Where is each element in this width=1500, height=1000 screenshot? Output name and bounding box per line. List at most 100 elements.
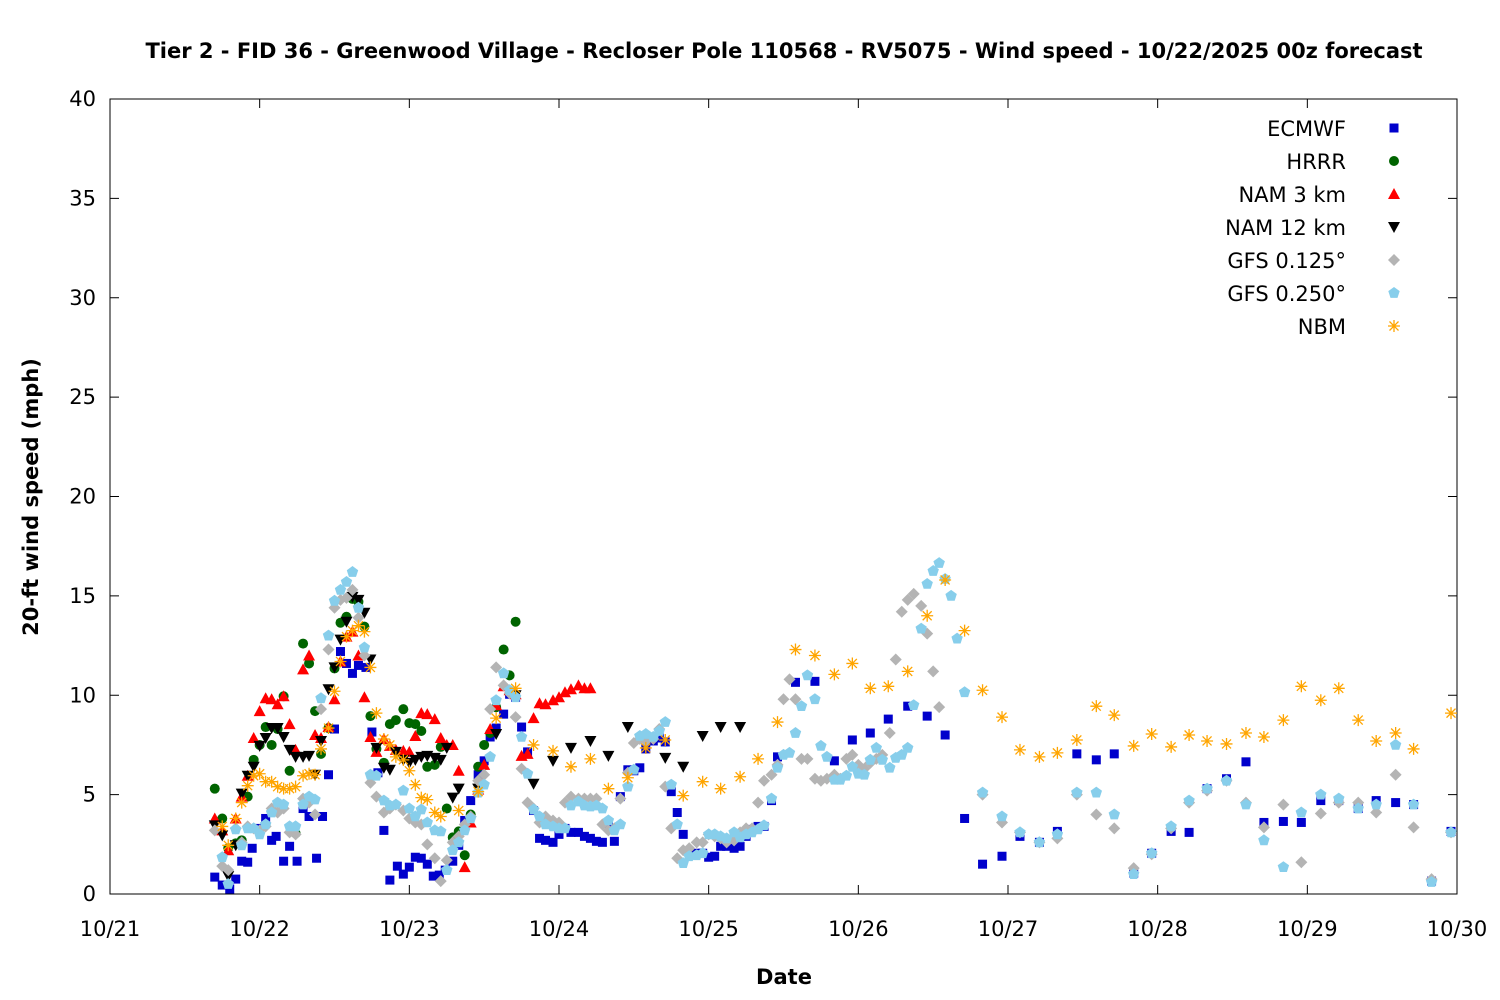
data-point-gfs-0-250 [771, 761, 784, 773]
data-point-hrrr [498, 644, 509, 655]
data-point-nam-12-km [696, 730, 709, 742]
y-tick-label: 0 [83, 882, 96, 906]
data-point-gfs-0-250 [328, 594, 341, 606]
x-tick-label: 10/22 [229, 917, 290, 941]
data-point-gfs-0-125 [484, 703, 497, 716]
data-point-gfs-0-250 [1240, 798, 1252, 810]
data-point-nbm [1314, 694, 1327, 707]
data-point-nbm [358, 625, 371, 638]
data-point-gfs-0-250 [346, 566, 359, 577]
data-point-nbm [752, 752, 765, 765]
data-point-nbm [1127, 739, 1140, 752]
data-point-gfs-0-250 [908, 699, 920, 710]
data-point-nbm [241, 779, 254, 792]
data-point-nam-12-km [452, 783, 465, 795]
data-point-nam-12-km [446, 792, 459, 804]
legend-label-nam-12-km: NAM 12 km [1225, 216, 1346, 240]
data-point-nbm [1220, 737, 1233, 750]
data-point-gfs-0-250 [1051, 828, 1064, 840]
data-point-gfs-0-125 [895, 605, 908, 618]
data-point-gfs-0-125 [428, 852, 441, 865]
data-point-ecmwf [940, 730, 950, 740]
data-point-gfs-0-250 [441, 864, 453, 875]
data-point-nam-3-km [328, 693, 341, 705]
data-point-nam-3-km [253, 705, 266, 717]
data-point-ecmwf [225, 884, 235, 894]
data-point-nam-12-km [322, 684, 335, 696]
y-tick-label: 30 [69, 286, 96, 310]
legend-label-nbm: NBM [1298, 315, 1346, 339]
legend-label-gfs-0-125: GFS 0.125° [1227, 249, 1346, 273]
data-point-gfs-0-250 [801, 669, 814, 681]
y-tick-label: 5 [83, 783, 96, 807]
data-point-nbm [864, 682, 877, 695]
data-point-nbm [303, 767, 316, 780]
data-point-gfs-0-250 [809, 693, 821, 705]
data-point-nbm [247, 769, 260, 782]
data-point-nbm [309, 768, 322, 781]
data-point-nbm [1090, 700, 1103, 713]
data-point-gfs-0-250 [1295, 806, 1308, 818]
data-point-gfs-0-250 [230, 823, 242, 835]
data-point-gfs-0-250 [236, 839, 248, 851]
data-point-nbm [235, 796, 248, 809]
data-point-nbm [958, 624, 971, 637]
data-point-gfs-0-250 [1407, 798, 1420, 810]
data-point-nam-3-km [478, 758, 491, 770]
legend-marker-nam-3-km [1388, 188, 1400, 199]
data-point-ecmwf [666, 787, 676, 797]
data-point-nbm [939, 573, 952, 586]
data-point-gfs-0-250 [821, 750, 833, 762]
data-point-gfs-0-125 [340, 591, 353, 604]
legend-marker-gfs-0-250 [1388, 287, 1400, 298]
data-point-gfs-0-250 [289, 820, 302, 832]
data-point-gfs-0-125 [752, 796, 765, 809]
data-point-nbm [216, 820, 229, 833]
data-point-nbm [1145, 728, 1158, 741]
data-point-ecmwf [810, 676, 820, 686]
data-point-nbm [315, 742, 328, 755]
data-point-gfs-0-125 [1314, 807, 1327, 820]
data-point-gfs-0-125 [883, 727, 896, 740]
data-point-gfs-0-250 [390, 798, 402, 810]
y-tick-label: 20 [69, 485, 96, 509]
data-point-gfs-0-250 [1220, 774, 1233, 786]
data-point-gfs-0-250 [945, 589, 957, 601]
data-point-nam-12-km [714, 722, 727, 734]
data-point-gfs-0-250 [921, 578, 933, 589]
data-point-gfs-0-250 [653, 725, 665, 736]
data-point-ecmwf [847, 735, 857, 745]
data-point-nbm [996, 711, 1009, 724]
data-point-gfs-0-250 [1370, 798, 1382, 810]
data-point-gfs-0-250 [403, 802, 415, 814]
data-point-nbm [828, 668, 841, 681]
data-point-ecmwf [312, 853, 322, 863]
data-point-ecmwf [710, 851, 720, 861]
data-point-nam-12-km [677, 761, 690, 773]
data-point-gfs-0-250 [497, 667, 510, 679]
y-tick-label: 25 [69, 385, 96, 409]
data-point-ecmwf [292, 856, 302, 866]
data-point-gfs-0-125 [758, 774, 771, 787]
data-point-ecmwf [422, 859, 432, 869]
data-point-nbm [1257, 730, 1270, 743]
data-point-gfs-0-250 [435, 825, 447, 837]
data-point-hrrr [390, 715, 401, 726]
data-point-ecmwf [318, 811, 328, 821]
data-point-gfs-0-125 [801, 752, 814, 765]
data-point-nam-12-km [334, 634, 347, 646]
data-point-gfs-0-250 [1146, 847, 1158, 859]
data-point-ecmwf [790, 677, 800, 687]
data-point-nbm [921, 609, 934, 622]
data-point-ecmwf [271, 831, 281, 841]
data-point-nam-12-km [283, 744, 296, 756]
data-point-hrrr [304, 658, 315, 669]
y-tick-label: 10 [69, 683, 96, 707]
data-point-ecmwf [237, 856, 247, 866]
data-point-ecmwf [379, 825, 389, 835]
data-point-gfs-0-250 [315, 692, 327, 704]
data-point-gfs-0-125 [846, 748, 859, 761]
data-point-nbm [421, 793, 434, 806]
data-point-nbm [771, 716, 784, 729]
data-point-ecmwf [597, 837, 607, 847]
